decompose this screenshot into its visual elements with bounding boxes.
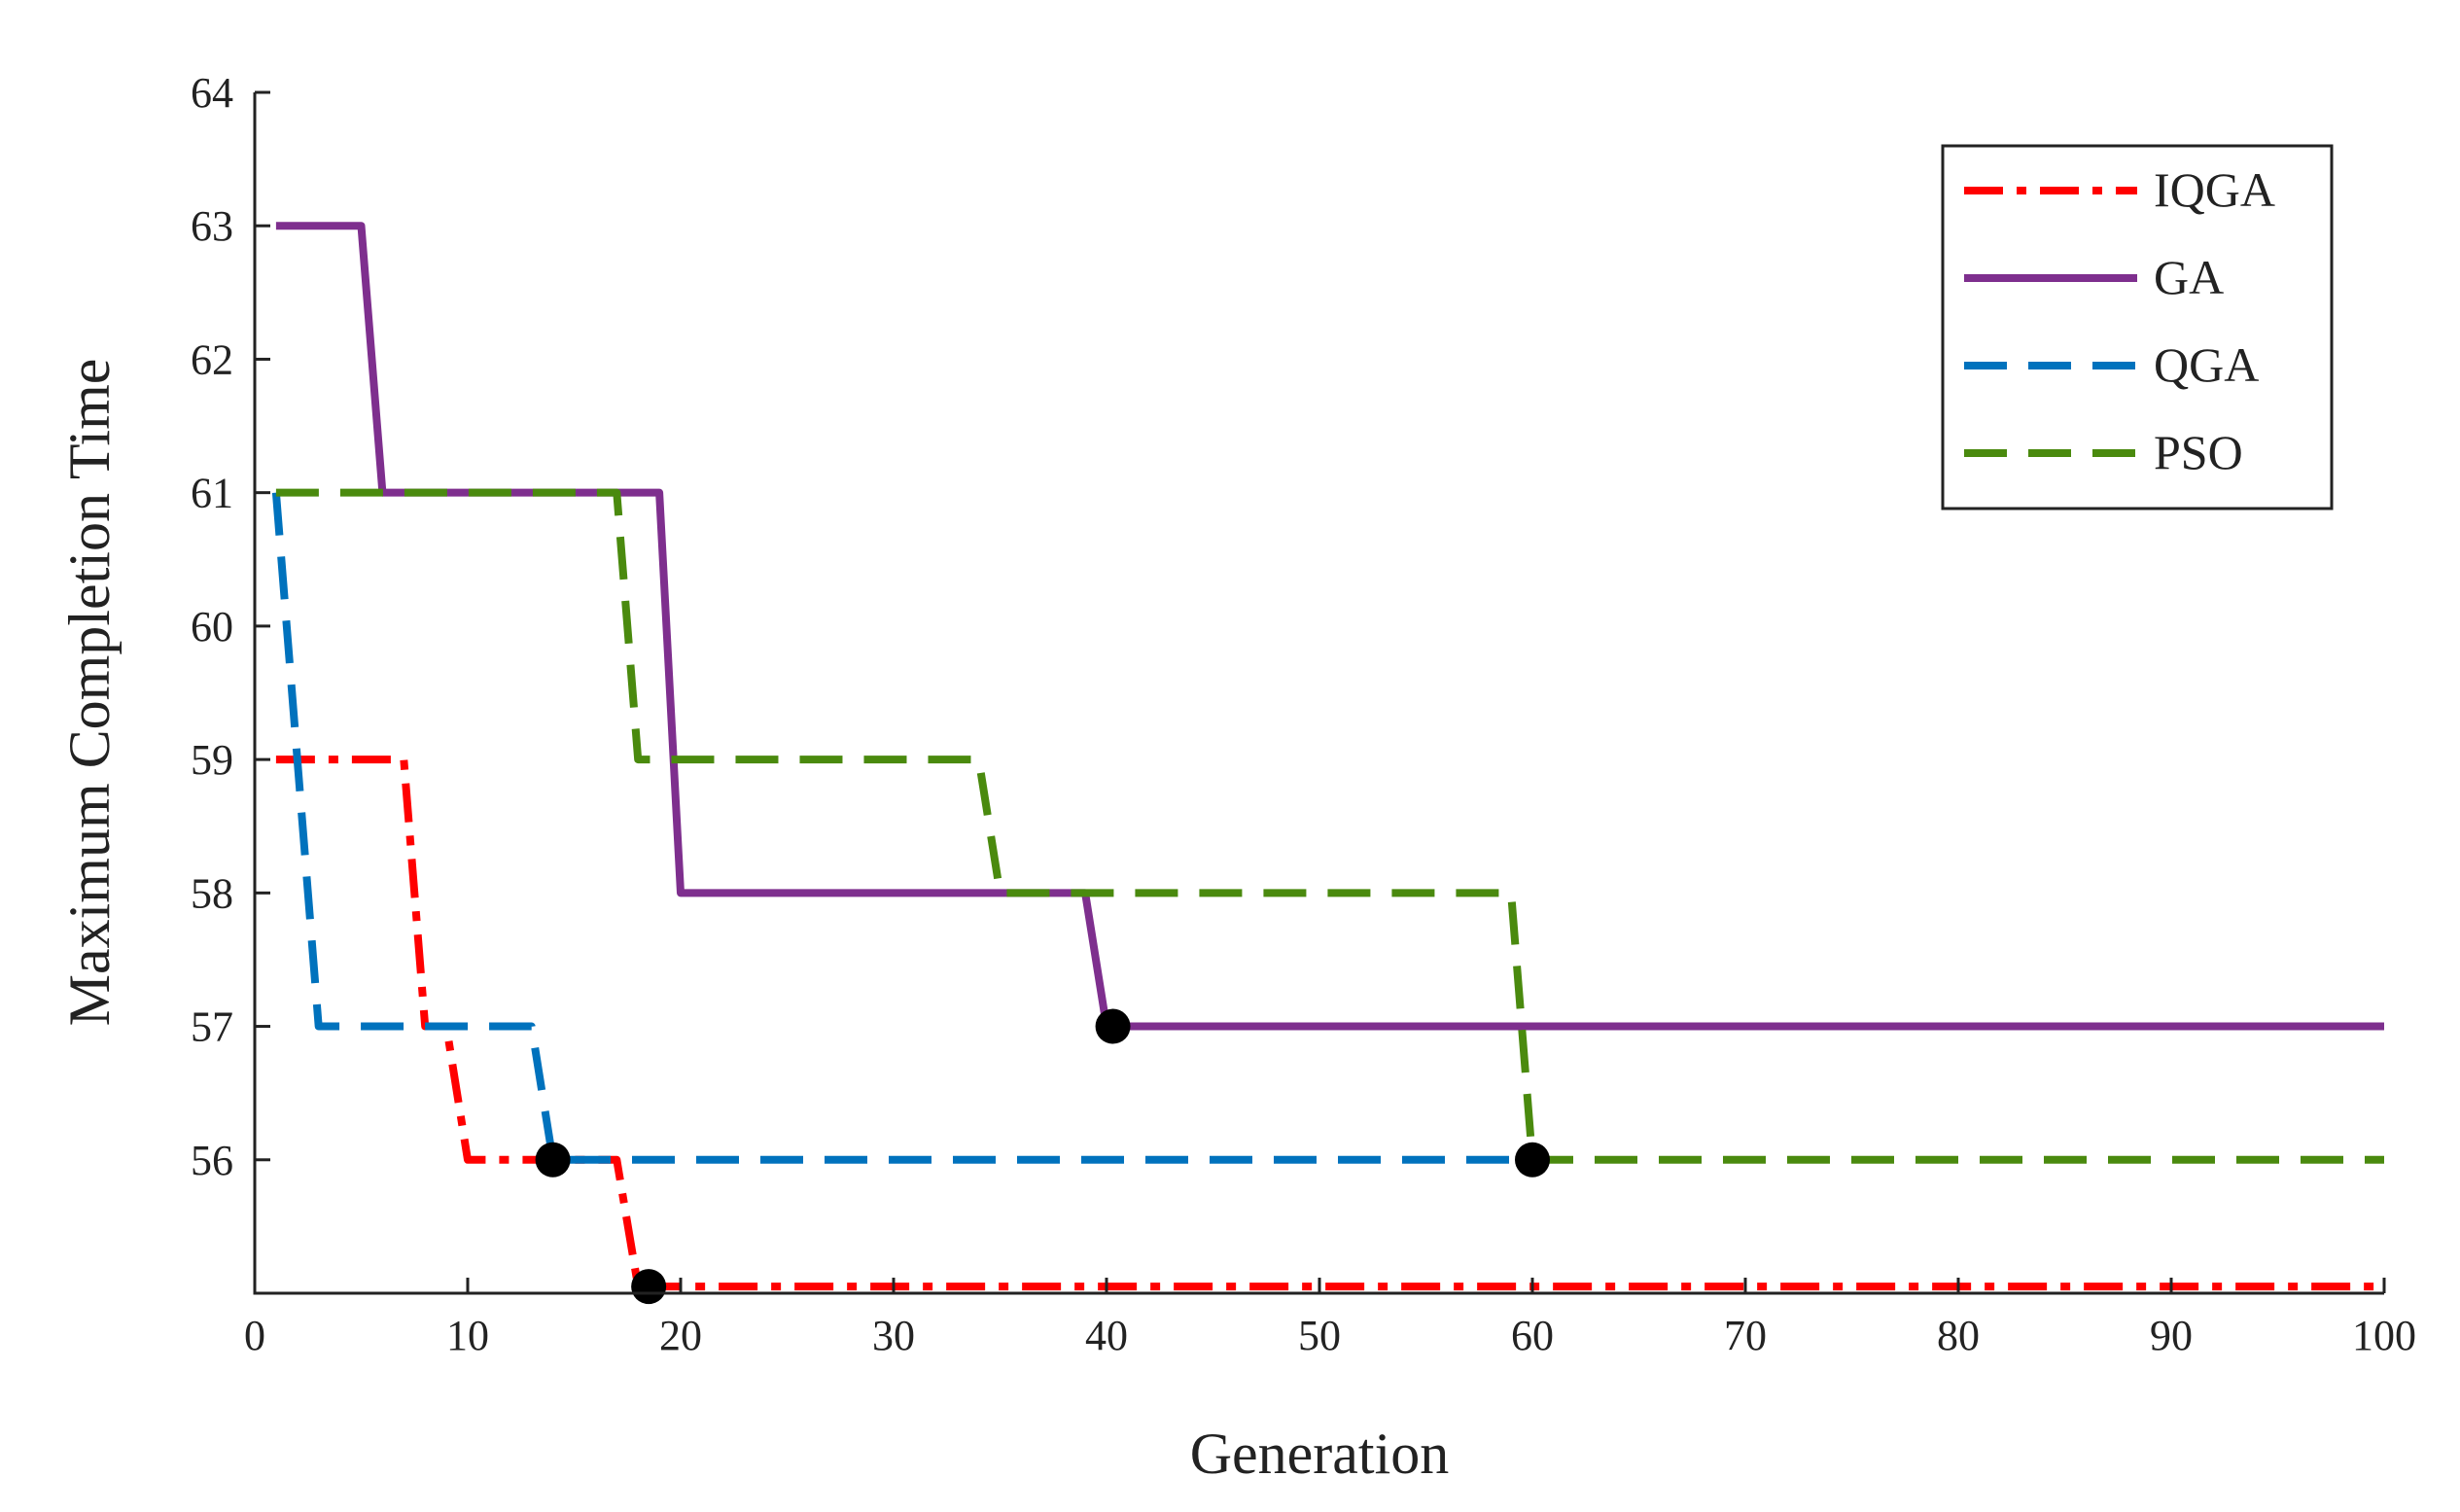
legend-label-ga: GA (2154, 250, 2224, 304)
convergence-point-pso (1515, 1142, 1550, 1178)
y-tick-label: 59 (191, 736, 233, 784)
marker-layer (535, 1008, 1550, 1305)
y-axis-title: Maximum Completion Time (57, 359, 122, 1027)
series-line-iqga (275, 756, 2384, 1291)
legend: IQGA GA QGA PSO (1941, 144, 2334, 510)
y-axis-ticks: 56 57 58 59 60 61 62 63 64 (191, 69, 270, 1184)
y-tick-label: 62 (191, 335, 233, 383)
legend-label-qga: QGA (2154, 337, 2259, 392)
x-tick-label: 90 (2150, 1312, 2193, 1359)
y-tick-label: 57 (191, 1003, 233, 1051)
x-tick-label: 30 (872, 1312, 915, 1359)
series-layer (271, 222, 2384, 1291)
x-axis-ticks: 0 10 20 30 40 50 60 70 80 90 100 (244, 1278, 2416, 1359)
convergence-point-iqga (631, 1269, 667, 1305)
x-tick-label: 40 (1085, 1312, 1128, 1359)
x-tick-label: 60 (1511, 1312, 1554, 1359)
x-axis-title: Generation (1190, 1422, 1450, 1486)
x-tick-label: 80 (1937, 1312, 1980, 1359)
legend-box (1941, 144, 2334, 510)
series-line-ga (275, 222, 2384, 1031)
x-tick-label: 50 (1298, 1312, 1341, 1359)
x-tick-label: 0 (244, 1312, 265, 1359)
y-tick-label: 61 (191, 470, 233, 517)
y-tick-label: 64 (191, 69, 233, 117)
legend-label-pso: PSO (2154, 425, 2243, 479)
x-tick-label: 70 (1724, 1312, 1767, 1359)
convergence-point-qga (535, 1142, 571, 1178)
series-line-pso (275, 488, 2384, 1164)
series-line-qga (271, 492, 1532, 1164)
y-tick-label: 58 (191, 869, 233, 917)
x-tick-label: 20 (659, 1312, 702, 1359)
x-tick-label: 100 (2352, 1312, 2416, 1359)
y-tick-label: 56 (191, 1137, 233, 1184)
x-tick-label: 10 (446, 1312, 489, 1359)
y-tick-label: 60 (191, 603, 233, 651)
legend-label-iqga: IQGA (2154, 162, 2275, 217)
convergence-point-ga (1095, 1008, 1131, 1044)
y-tick-label: 63 (191, 202, 233, 250)
